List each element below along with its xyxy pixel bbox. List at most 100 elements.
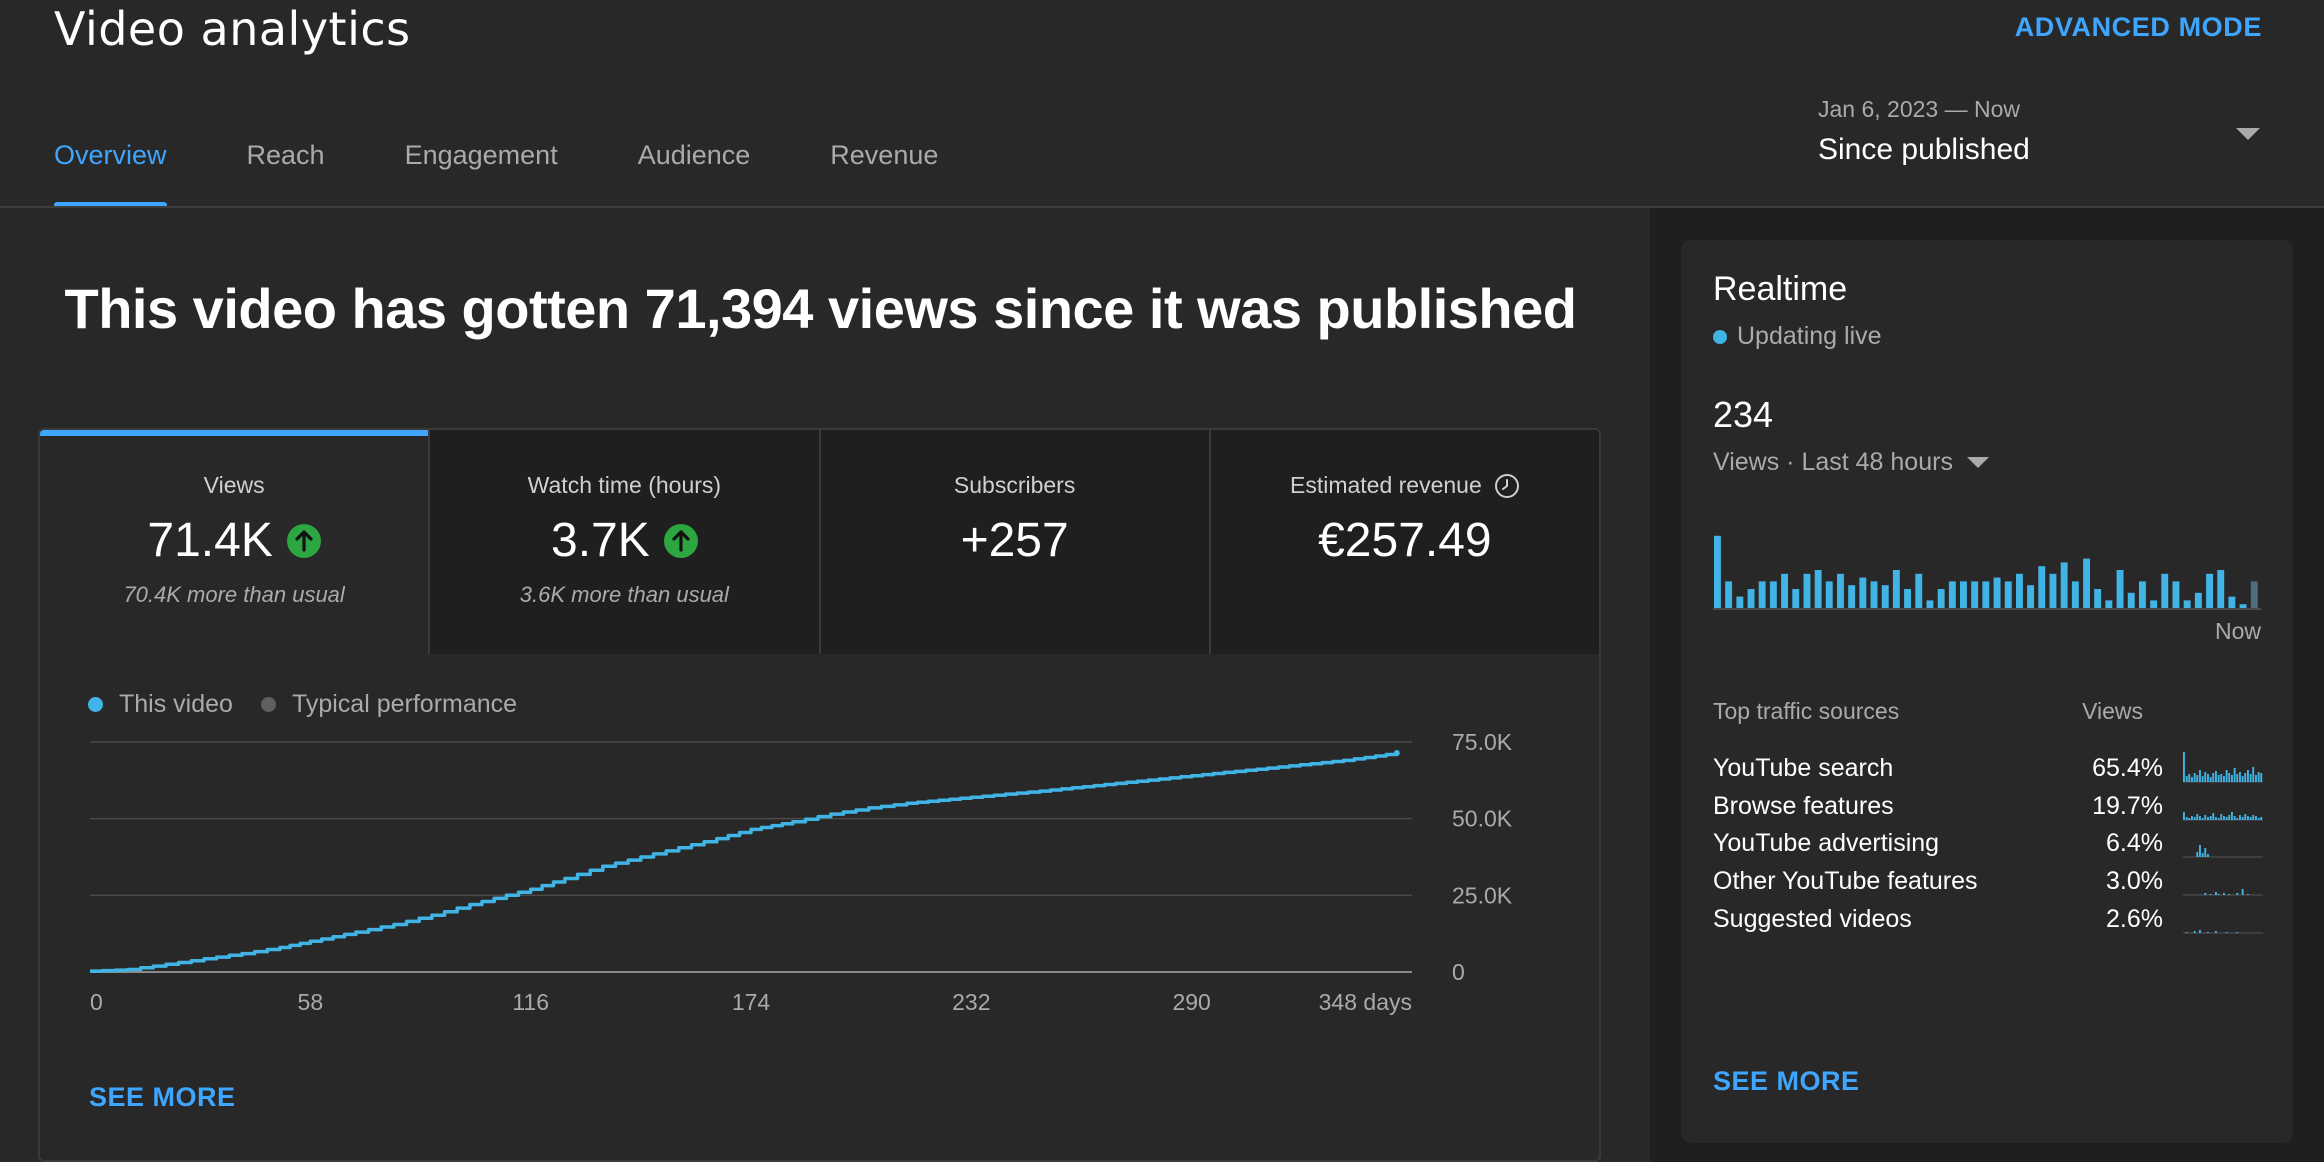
realtime-bar[interactable] (1937, 589, 1945, 608)
realtime-bar[interactable] (2060, 562, 2068, 608)
sparkline-bar (2196, 814, 2199, 820)
tab-engagement[interactable]: Engagement (404, 140, 558, 170)
see-more-button[interactable]: SEE MORE (89, 1082, 236, 1112)
sparkline-bar (2252, 767, 2255, 782)
realtime-bar[interactable] (1825, 581, 1833, 608)
realtime-bar[interactable] (1714, 535, 1721, 608)
metric-note: 3.6K more than usual (519, 582, 729, 607)
realtime-title: Realtime (1713, 270, 1848, 308)
tab-revenue[interactable]: Revenue (830, 140, 939, 170)
tab-reach[interactable]: Reach (246, 140, 325, 170)
realtime-bar[interactable] (2016, 573, 2023, 608)
legend-item-typical[interactable]: Typical performance (260, 690, 517, 719)
realtime-bar[interactable] (1848, 585, 1856, 608)
realtime-bar[interactable] (2094, 589, 2102, 608)
realtime-bar[interactable] (1814, 570, 1822, 608)
realtime-bar[interactable] (2150, 600, 2158, 608)
realtime-bar[interactable] (1725, 581, 1733, 608)
realtime-bar[interactable] (2194, 592, 2202, 608)
realtime-bar[interactable] (1781, 573, 1788, 608)
realtime-bar[interactable] (1837, 573, 1844, 608)
realtime-bar[interactable] (1948, 581, 1956, 608)
realtime-bar[interactable] (1747, 589, 1755, 608)
realtime-bar[interactable] (2127, 592, 2135, 608)
metric-value: €257.49 (1318, 514, 1492, 567)
realtime-bar[interactable] (1736, 596, 1744, 608)
realtime-bar[interactable] (2183, 600, 2191, 608)
realtime-bar[interactable] (1803, 573, 1811, 608)
sparkline-bar (2217, 894, 2220, 895)
traffic-source-row[interactable]: YouTube search 65.4% (1713, 748, 2293, 788)
legend-item-this-video[interactable]: This video (88, 690, 233, 719)
sparkline-bar (2204, 815, 2207, 820)
traffic-source-name: Other YouTube features (1713, 867, 1978, 895)
realtime-bar[interactable] (1859, 577, 1867, 608)
sparkline-bar (2193, 773, 2196, 782)
realtime-bar-chart[interactable] (1713, 530, 2261, 610)
realtime-bar[interactable] (2038, 566, 2046, 608)
metric-views[interactable]: Views 71.4K 70.4K more than usual (40, 430, 431, 654)
sparkline-bar (2257, 818, 2260, 820)
sparkline-bar (2212, 813, 2215, 820)
traffic-source-row[interactable]: Suggested videos 2.6% (1713, 899, 2293, 939)
metric-watch-time[interactable]: Watch time (hours) 3.7K 3.6K more than u… (430, 430, 821, 654)
arrow-up-icon (663, 523, 698, 558)
realtime-bar[interactable] (2105, 600, 2113, 608)
realtime-bar[interactable] (1769, 581, 1777, 608)
sparkline-bar (2236, 774, 2239, 782)
realtime-bar[interactable] (2161, 573, 2169, 608)
chart-legend: This video Typical performance (88, 690, 545, 719)
realtime-bar[interactable] (2172, 581, 2180, 608)
realtime-bar[interactable] (1971, 581, 1979, 608)
realtime-bar[interactable] (2071, 581, 2079, 608)
metric-subscribers[interactable]: Subscribers +257 (820, 430, 1211, 654)
traffic-source-row[interactable]: Other YouTube features 3.0% (1713, 861, 2293, 901)
realtime-bar[interactable] (2027, 585, 2034, 608)
traffic-source-percent: 3.0% (2106, 867, 2163, 895)
realtime-bar[interactable] (1792, 589, 1800, 608)
sparkline-bar (2247, 816, 2249, 820)
advanced-mode-button[interactable]: ADVANCED MODE (2014, 12, 2262, 42)
realtime-bar[interactable] (1870, 581, 1878, 608)
realtime-bar[interactable] (2083, 558, 2090, 608)
realtime-bar[interactable] (1892, 570, 1900, 608)
series-line-this-video[interactable] (90, 752, 1399, 973)
realtime-bar[interactable] (1993, 577, 2001, 608)
realtime-bar[interactable] (2004, 581, 2012, 608)
metric-value: 71.4K (147, 514, 273, 567)
realtime-bar[interactable] (1915, 573, 1923, 608)
realtime-bar[interactable] (1758, 581, 1766, 608)
realtime-bar[interactable] (2228, 596, 2236, 608)
sparkline-bar (2185, 776, 2188, 782)
metric-value-row: 71.4K (40, 513, 428, 568)
traffic-source-row[interactable]: YouTube advertising 6.4% (1713, 823, 2293, 863)
realtime-see-more-button[interactable]: SEE MORE (1713, 1066, 1860, 1096)
realtime-bar[interactable] (2239, 604, 2247, 608)
realtime-bar[interactable] (2116, 570, 2124, 608)
realtime-bar[interactable] (2206, 573, 2213, 608)
chevron-down-icon (1966, 457, 1989, 468)
tab-audience[interactable]: Audience (637, 140, 751, 170)
sparkline-bar (2193, 817, 2196, 820)
metric-label: Estimated revenue (1289, 472, 1482, 498)
realtime-bar[interactable] (2250, 581, 2258, 608)
now-label: Now (2214, 618, 2261, 644)
realtime-bar[interactable] (1904, 589, 1911, 608)
realtime-bar[interactable] (1881, 585, 1889, 608)
realtime-bar[interactable] (1982, 581, 1990, 608)
realtime-metric-dropdown[interactable]: Views · Last 48 hours (1713, 448, 1989, 477)
realtime-bar[interactable] (1960, 581, 1967, 608)
metric-label: Views (203, 472, 265, 498)
realtime-bar[interactable] (2217, 570, 2225, 608)
realtime-bar[interactable] (2049, 573, 2057, 608)
traffic-source-row[interactable]: Browse features 19.7% (1713, 786, 2293, 826)
realtime-bar[interactable] (2139, 581, 2146, 608)
clock-icon[interactable] (1494, 473, 1520, 499)
date-range-picker[interactable]: Jan 6, 2023 — Now Since published (1818, 96, 2264, 176)
tab-overview[interactable]: Overview (54, 140, 167, 208)
metric-estimated-revenue[interactable]: Estimated revenue €257.49 (1210, 430, 1599, 654)
realtime-bar[interactable] (1926, 600, 1934, 608)
sparkline-bar (2201, 776, 2204, 782)
sparkline-bar (2231, 775, 2233, 782)
views-line-chart[interactable]: 0 25.0K 50.0K 75.0K 0 58 116 174 232 290 348 days (40, 720, 1600, 1070)
